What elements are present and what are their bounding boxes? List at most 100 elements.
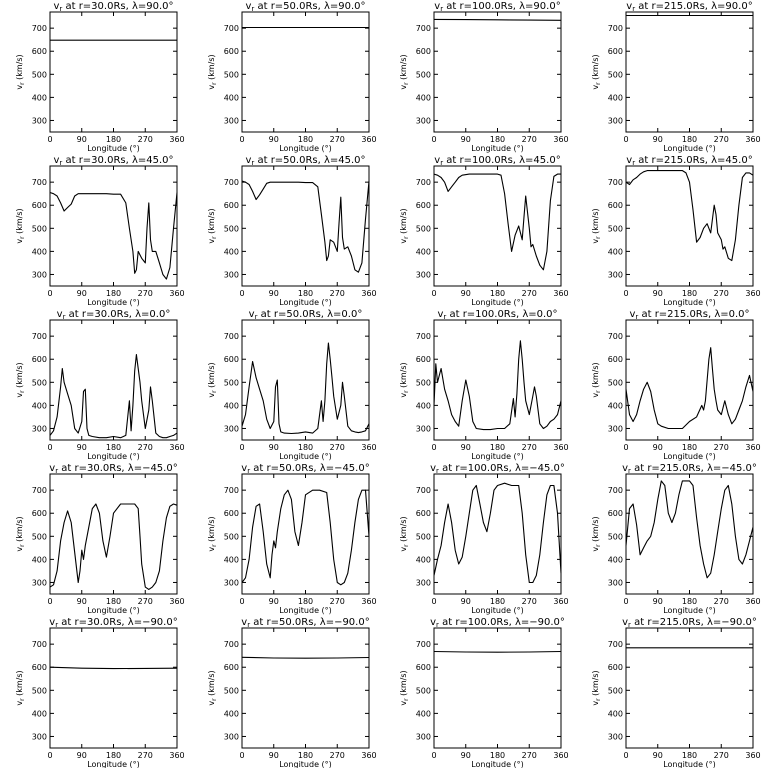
title-subscript: r: [63, 313, 66, 321]
x-tick-label: 270: [330, 443, 345, 452]
title-rest: at r=100.0Rs, λ=45.0°: [443, 155, 561, 166]
x-axis-label: Longitude (°): [471, 452, 524, 461]
title-prefix: v: [245, 155, 251, 166]
x-tick-label: 270: [138, 135, 153, 144]
x-axis-label: Longitude (°): [87, 760, 140, 768]
plot-frame: [241, 473, 370, 595]
x-tick-label: 0: [47, 443, 52, 452]
x-axis-label: Longitude (°): [87, 144, 140, 153]
y-tick-label: 300: [224, 270, 239, 279]
panel-title: vr at r=215.0Rs, λ=−90.0°: [622, 617, 757, 629]
title-prefix: v: [629, 309, 635, 320]
y-tick-label: 300: [416, 270, 431, 279]
x-tick-label: 270: [714, 751, 729, 760]
x-tick-label: 180: [682, 597, 697, 606]
x-tick-label: 90: [269, 135, 279, 144]
series-line: [49, 503, 178, 590]
title-subscript: r: [255, 313, 258, 321]
panel-title: vr at r=30.0Rs, λ=−45.0°: [49, 463, 177, 475]
y-tick-label: 400: [224, 555, 239, 564]
panel-10: vr at r=100.0Rs, λ=0.0° 0 90 180 270 360 300 40…: [399, 309, 569, 461]
x-tick-label: 0: [623, 135, 628, 144]
x-tick-label: 0: [431, 135, 436, 144]
title-rest: at r=30.0Rs, λ=90.0°: [62, 1, 173, 12]
y-tick-label: 600: [32, 355, 47, 364]
y-tick-label: 600: [608, 663, 623, 672]
plot-frame: [49, 165, 178, 287]
y-tick-label: 400: [32, 555, 47, 564]
y-axis-label: vr (km/s): [591, 516, 602, 551]
y-tick-label: 300: [224, 116, 239, 125]
panel-19: vr at r=215.0Rs, λ=−90.0° 0 90 180 270 360 300…: [591, 617, 761, 768]
x-tick-label: 270: [138, 443, 153, 452]
x-tick-label: 180: [298, 597, 313, 606]
panel-17: vr at r=50.0Rs, λ=−90.0° 0 90 180 270 360 300 4…: [207, 617, 377, 768]
y-tick-label: 500: [224, 532, 239, 541]
title-prefix: v: [430, 617, 436, 628]
y-tick-label: 300: [32, 424, 47, 433]
x-tick-label: 90: [653, 597, 663, 606]
x-tick-label: 360: [169, 443, 184, 452]
y-tick-label: 700: [608, 640, 623, 649]
panel-4: vr at r=30.0Rs, λ=45.0° 0 90 180 270 360 300 40…: [15, 155, 185, 307]
y-tick-label: 400: [224, 247, 239, 256]
title-prefix: v: [437, 309, 443, 320]
title-prefix: v: [626, 155, 632, 166]
x-tick-label: 0: [431, 597, 436, 606]
x-tick-label: 0: [623, 751, 628, 760]
y-axis-label: vr (km/s): [399, 670, 410, 705]
series-line: [49, 191, 178, 280]
panel-11: vr at r=215.0Rs, λ=0.0° 0 90 180 270 360 300 40…: [591, 309, 761, 461]
series-line: [625, 170, 754, 262]
x-tick-label: 270: [330, 597, 345, 606]
x-tick-label: 90: [77, 289, 87, 298]
x-tick-label: 0: [239, 597, 244, 606]
x-tick-label: 180: [106, 443, 121, 452]
title-rest: at r=215.0Rs, λ=−45.0°: [631, 463, 757, 474]
y-tick-label: 500: [416, 70, 431, 79]
y-axis-label: vr (km/s): [591, 54, 602, 89]
panel-6: vr at r=100.0Rs, λ=45.0° 0 90 180 270 360 300 4…: [399, 155, 569, 307]
plot-frame: [49, 627, 178, 749]
x-axis-label: Longitude (°): [663, 452, 716, 461]
y-tick-label: 500: [32, 224, 47, 233]
x-tick-label: 90: [653, 443, 663, 452]
y-tick-label: 400: [608, 247, 623, 256]
y-tick-label: 700: [224, 486, 239, 495]
series-line: [625, 480, 754, 579]
title-prefix: v: [434, 155, 440, 166]
y-tick-label: 700: [32, 640, 47, 649]
x-tick-label: 90: [269, 289, 279, 298]
title-rest: at r=100.0Rs, λ=90.0°: [443, 1, 561, 12]
plot-frame: [433, 11, 562, 133]
y-tick-label: 300: [416, 578, 431, 587]
x-tick-label: 270: [330, 135, 345, 144]
y-tick-label: 700: [32, 332, 47, 341]
series-line: [241, 180, 370, 273]
x-tick-label: 0: [623, 443, 628, 452]
y-tick-label: 600: [416, 47, 431, 56]
x-tick-label: 180: [106, 135, 121, 144]
panel-title: vr at r=215.0Rs, λ=90.0°: [626, 1, 752, 13]
x-tick-label: 270: [330, 751, 345, 760]
plot-frame: [433, 627, 562, 749]
y-axis-label: vr (km/s): [591, 670, 602, 705]
plot-frame: [625, 11, 754, 133]
panel-1: vr at r=50.0Rs, λ=90.0° 0 90 180 270 360 300 40…: [207, 1, 377, 153]
title-prefix: v: [49, 463, 55, 474]
x-tick-label: 90: [653, 135, 663, 144]
x-tick-label: 360: [553, 751, 568, 760]
title-subscript: r: [55, 621, 58, 629]
panel-title: vr at r=30.0Rs, λ=90.0°: [53, 1, 173, 13]
x-tick-label: 180: [490, 289, 505, 298]
y-tick-label: 400: [224, 93, 239, 102]
y-axis-label: vr (km/s): [399, 362, 410, 397]
title-rest: at r=215.0Rs, λ=90.0°: [635, 1, 753, 12]
panel-3: vr at r=215.0Rs, λ=90.0° 0 90 180 270 360 300 4…: [591, 1, 761, 153]
title-rest: at r=30.0Rs, λ=45.0°: [62, 155, 173, 166]
title-subscript: r: [628, 621, 631, 629]
x-tick-label: 180: [106, 751, 121, 760]
x-axis-label: Longitude (°): [471, 606, 524, 615]
y-tick-label: 700: [416, 640, 431, 649]
title-subscript: r: [632, 159, 635, 167]
